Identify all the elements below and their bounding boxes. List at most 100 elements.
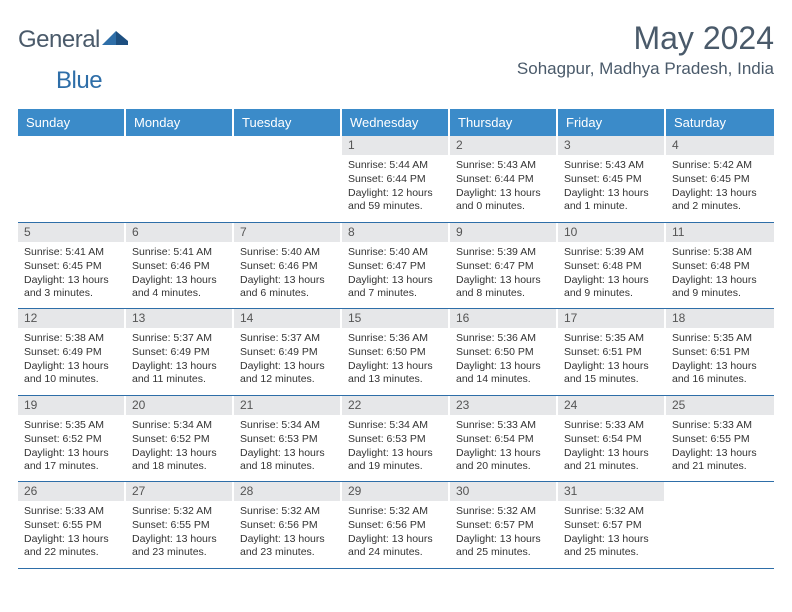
daylight-text: Daylight: 13 hours and 8 minutes.: [456, 274, 550, 300]
sunset-text: Sunset: 6:44 PM: [348, 173, 442, 186]
sunset-text: Sunset: 6:49 PM: [132, 346, 226, 359]
sunset-text: Sunset: 6:45 PM: [564, 173, 658, 186]
sunset-text: Sunset: 6:56 PM: [348, 519, 442, 532]
week-row: 19Sunrise: 5:35 AMSunset: 6:52 PMDayligh…: [18, 396, 774, 483]
day-cell: 12Sunrise: 5:38 AMSunset: 6:49 PMDayligh…: [18, 309, 126, 395]
daylight-text: Daylight: 13 hours and 25 minutes.: [564, 533, 658, 559]
day-number: 19: [18, 396, 124, 415]
logo-text-b: Blue: [56, 67, 102, 95]
day-cell: 30Sunrise: 5:32 AMSunset: 6:57 PMDayligh…: [450, 482, 558, 568]
day-number: 28: [234, 482, 340, 501]
day-cell: 20Sunrise: 5:34 AMSunset: 6:52 PMDayligh…: [126, 396, 234, 482]
daylight-text: Daylight: 13 hours and 10 minutes.: [24, 360, 118, 386]
day-number: 26: [18, 482, 124, 501]
day-cell: 26 Sunrise: 5:33 AMSunset: 6:55 PMDayligh…: [18, 482, 126, 568]
sunrise-text: Sunrise: 5:38 AM: [672, 246, 768, 259]
sunrise-text: Sunrise: 5:33 AM: [564, 419, 658, 432]
sunset-text: Sunset: 6:57 PM: [564, 519, 658, 532]
dayname-tuesday: Tuesday: [234, 109, 342, 136]
sunset-text: Sunset: 6:50 PM: [348, 346, 442, 359]
sunrise-text: Sunrise: 5:43 AM: [564, 159, 658, 172]
week-row: 5Sunrise: 5:41 AMSunset: 6:45 PMDaylight…: [18, 223, 774, 310]
day-cell: 24 Sunrise: 5:33 AMSunset: 6:54 PMDayligh…: [558, 396, 666, 482]
day-cell: 31Sunrise: 5:32 AMSunset: 6:57 PMDayligh…: [558, 482, 666, 568]
day-cell: 28Sunrise: 5:32 AMSunset: 6:56 PMDayligh…: [234, 482, 342, 568]
sunrise-text: Sunrise: 5:32 AM: [132, 505, 226, 518]
sunrise-text: Sunrise: 5:41 AM: [24, 246, 118, 259]
weeks-container: 1Sunrise: 5:44 AMSunset: 6:44 PMDaylight…: [18, 136, 774, 569]
sunrise-text: Sunrise: 5:32 AM: [240, 505, 334, 518]
dayname-monday: Monday: [126, 109, 234, 136]
day-cell: 11Sunrise: 5:38 AMSunset: 6:48 PMDayligh…: [666, 223, 774, 309]
sunrise-text: Sunrise: 5:33 AM: [24, 505, 118, 518]
day-cell: 7 Sunrise: 5:40 AMSunset: 6:46 PMDaylight…: [234, 223, 342, 309]
logo-icon: [102, 27, 130, 54]
sunset-text: Sunset: 6:54 PM: [564, 433, 658, 446]
day-cell: 10Sunrise: 5:39 AMSunset: 6:48 PMDayligh…: [558, 223, 666, 309]
daylight-text: Daylight: 13 hours and 16 minutes.: [672, 360, 768, 386]
dayname-sunday: Sunday: [18, 109, 126, 136]
day-cell: 17Sunrise: 5:35 AMSunset: 6:51 PMDayligh…: [558, 309, 666, 395]
day-cell: 18Sunrise: 5:35 AMSunset: 6:51 PMDayligh…: [666, 309, 774, 395]
day-number: 13: [126, 309, 232, 328]
week-row: 12Sunrise: 5:38 AMSunset: 6:49 PMDayligh…: [18, 309, 774, 396]
daylight-text: Daylight: 13 hours and 6 minutes.: [240, 274, 334, 300]
daylight-text: Daylight: 13 hours and 20 minutes.: [456, 447, 550, 473]
sunset-text: Sunset: 6:48 PM: [564, 260, 658, 273]
day-number: 31: [558, 482, 664, 501]
daylight-text: Daylight: 13 hours and 22 minutes.: [24, 533, 118, 559]
sunrise-text: Sunrise: 5:42 AM: [672, 159, 768, 172]
day-number: 3: [558, 136, 664, 155]
sunrise-text: Sunrise: 5:36 AM: [348, 332, 442, 345]
sunrise-text: Sunrise: 5:37 AM: [132, 332, 226, 345]
sunset-text: Sunset: 6:53 PM: [240, 433, 334, 446]
empty-cell: [18, 136, 126, 222]
sunrise-text: Sunrise: 5:38 AM: [24, 332, 118, 345]
sunrise-text: Sunrise: 5:39 AM: [456, 246, 550, 259]
day-cell: 19Sunrise: 5:35 AMSunset: 6:52 PMDayligh…: [18, 396, 126, 482]
day-number: 7: [234, 223, 340, 242]
day-cell: 4Sunrise: 5:42 AMSunset: 6:45 PMDaylight…: [666, 136, 774, 222]
day-cell: 2Sunrise: 5:43 AMSunset: 6:44 PMDaylight…: [450, 136, 558, 222]
sunset-text: Sunset: 6:55 PM: [24, 519, 118, 532]
day-number: 22: [342, 396, 448, 415]
calendar: SundayMondayTuesdayWednesdayThursdayFrid…: [18, 109, 774, 569]
day-number: 16: [450, 309, 556, 328]
daylight-text: Daylight: 13 hours and 17 minutes.: [24, 447, 118, 473]
day-number: 21: [234, 396, 340, 415]
daylight-text: Daylight: 13 hours and 21 minutes.: [672, 447, 768, 473]
day-cell: 13Sunrise: 5:37 AMSunset: 6:49 PMDayligh…: [126, 309, 234, 395]
day-cell: 22Sunrise: 5:34 AMSunset: 6:53 PMDayligh…: [342, 396, 450, 482]
dayname-friday: Friday: [558, 109, 666, 136]
day-number: 24: [558, 396, 664, 415]
day-cell: 5Sunrise: 5:41 AMSunset: 6:45 PMDaylight…: [18, 223, 126, 309]
day-cell: 29Sunrise: 5:32 AMSunset: 6:56 PMDayligh…: [342, 482, 450, 568]
day-number: 6: [126, 223, 232, 242]
day-number: 9: [450, 223, 556, 242]
day-number: 5: [18, 223, 124, 242]
week-row: 1Sunrise: 5:44 AMSunset: 6:44 PMDaylight…: [18, 136, 774, 223]
sunrise-text: Sunrise: 5:32 AM: [348, 505, 442, 518]
sunset-text: Sunset: 6:51 PM: [672, 346, 768, 359]
sunset-text: Sunset: 6:56 PM: [240, 519, 334, 532]
sunset-text: Sunset: 6:45 PM: [672, 173, 768, 186]
sunset-text: Sunset: 6:54 PM: [456, 433, 550, 446]
month-title: May 2024: [517, 20, 774, 57]
dayname-row: SundayMondayTuesdayWednesdayThursdayFrid…: [18, 109, 774, 136]
day-number: 30: [450, 482, 556, 501]
empty-cell: [666, 482, 774, 568]
sunrise-text: Sunrise: 5:40 AM: [240, 246, 334, 259]
empty-cell: [126, 136, 234, 222]
sunrise-text: Sunrise: 5:34 AM: [132, 419, 226, 432]
sunset-text: Sunset: 6:49 PM: [240, 346, 334, 359]
sunrise-text: Sunrise: 5:35 AM: [24, 419, 118, 432]
sunrise-text: Sunrise: 5:35 AM: [564, 332, 658, 345]
sunrise-text: Sunrise: 5:32 AM: [456, 505, 550, 518]
daylight-text: Daylight: 13 hours and 21 minutes.: [564, 447, 658, 473]
sunset-text: Sunset: 6:55 PM: [132, 519, 226, 532]
sunset-text: Sunset: 6:46 PM: [240, 260, 334, 273]
daylight-text: Daylight: 12 hours and 59 minutes.: [348, 187, 442, 213]
sunrise-text: Sunrise: 5:36 AM: [456, 332, 550, 345]
sunrise-text: Sunrise: 5:43 AM: [456, 159, 550, 172]
sunrise-text: Sunrise: 5:40 AM: [348, 246, 442, 259]
